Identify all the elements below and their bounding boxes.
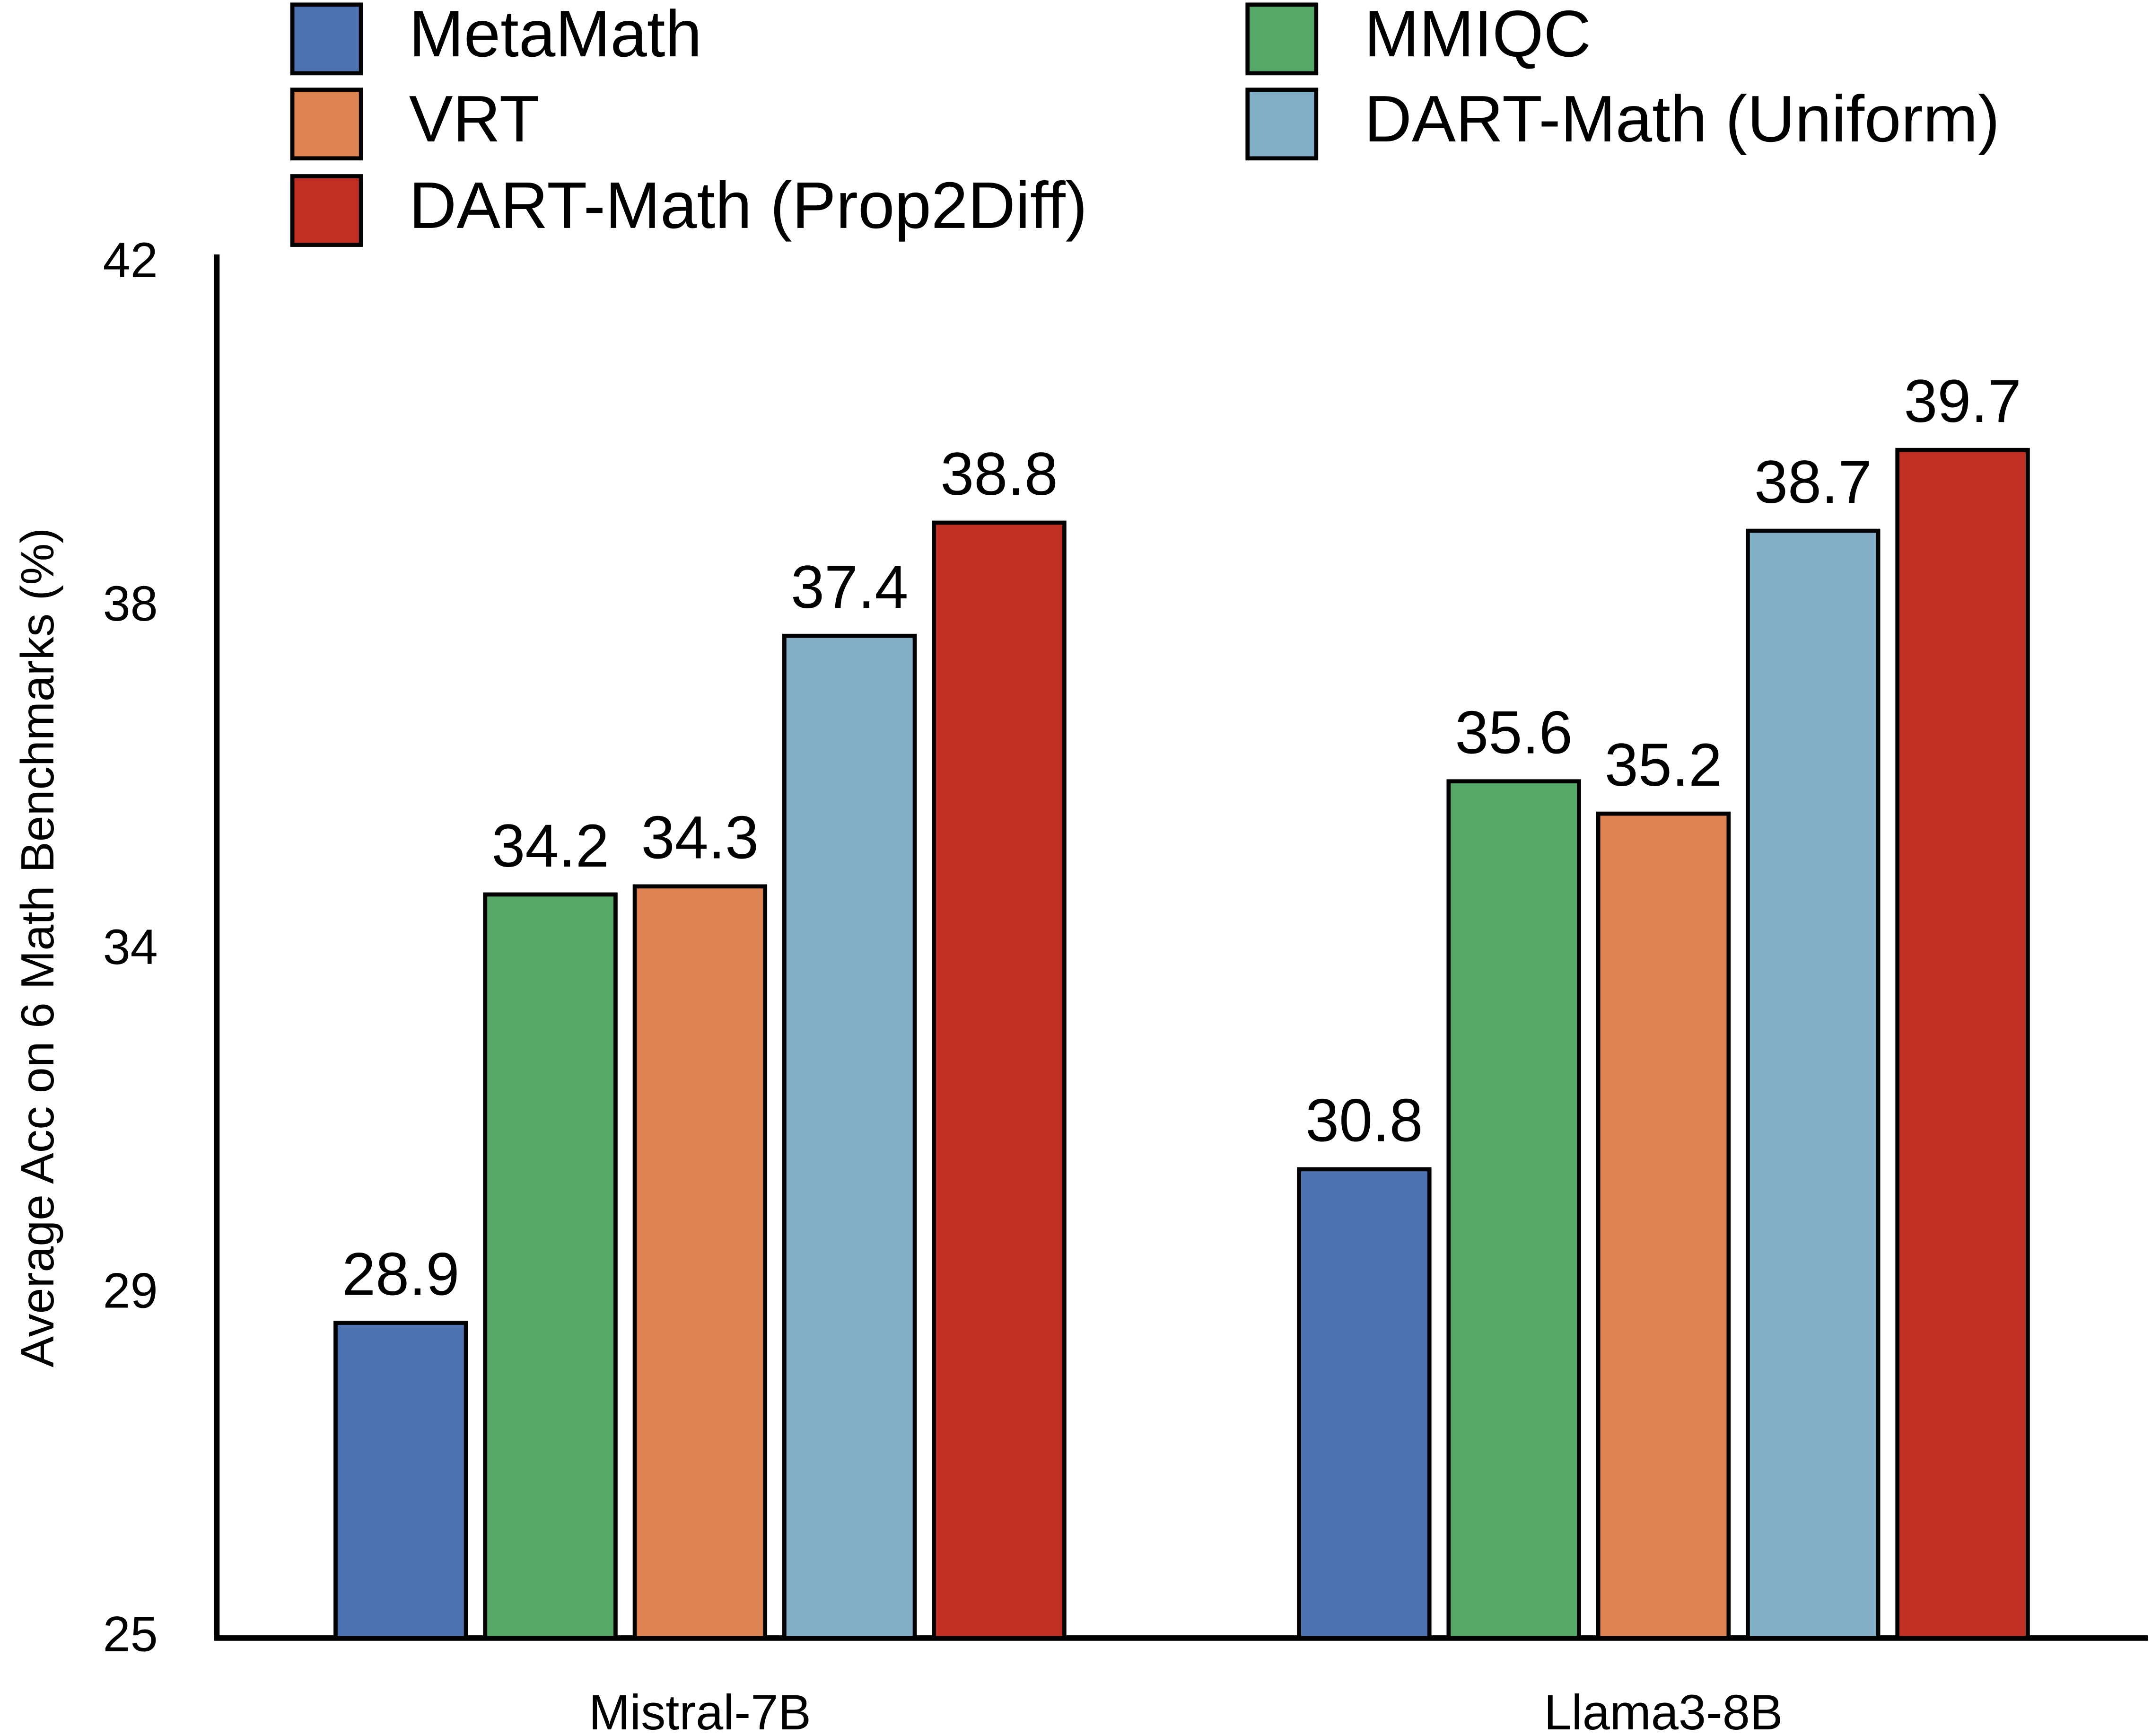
legend-swatch <box>1245 88 1319 161</box>
x-tick-label: Llama3-8B <box>1544 1685 1783 1736</box>
data-label: 35.2 <box>1605 731 1722 799</box>
bar <box>1446 779 1581 1640</box>
bar <box>932 520 1067 1640</box>
data-label: 35.6 <box>1455 699 1572 767</box>
y-tick-label: 42 <box>103 233 158 288</box>
y-tick-label: 34 <box>103 920 158 975</box>
legend-swatch <box>1245 2 1319 76</box>
data-label: 38.8 <box>940 440 1058 508</box>
bar <box>483 892 618 1640</box>
y-tick-label: 25 <box>103 1606 158 1662</box>
legend-label: DART-Math (Uniform) <box>1364 82 2000 156</box>
data-label: 34.2 <box>491 812 609 880</box>
legend-label: VRT <box>409 82 540 156</box>
bar <box>782 633 917 1640</box>
legend-swatch <box>290 2 363 76</box>
bar <box>1746 528 1881 1640</box>
data-label: 34.3 <box>641 804 759 872</box>
data-label: 37.4 <box>791 553 908 621</box>
legend-label: MMIQC <box>1364 0 1591 70</box>
legend-swatch <box>290 88 363 161</box>
bar <box>1297 1167 1432 1640</box>
legend-swatch <box>290 174 363 247</box>
y-axis-label: Average Acc on 6 Math Benchmarks (%) <box>11 528 63 1368</box>
data-label: 30.8 <box>1305 1087 1423 1155</box>
data-label: 28.9 <box>342 1240 459 1308</box>
bar <box>632 884 768 1640</box>
x-tick-label: Mistral-7B <box>589 1685 811 1736</box>
bar <box>333 1321 468 1640</box>
bar <box>1596 811 1731 1640</box>
y-tick-label: 29 <box>103 1263 158 1318</box>
data-label: 38.7 <box>1754 448 1872 516</box>
legend-label: MetaMath <box>409 0 702 70</box>
legend-label: DART-Math (Prop2Diff) <box>409 168 1087 242</box>
data-label: 39.7 <box>1904 368 2021 435</box>
bar <box>1895 447 2030 1640</box>
y-tick-label: 38 <box>103 576 158 631</box>
